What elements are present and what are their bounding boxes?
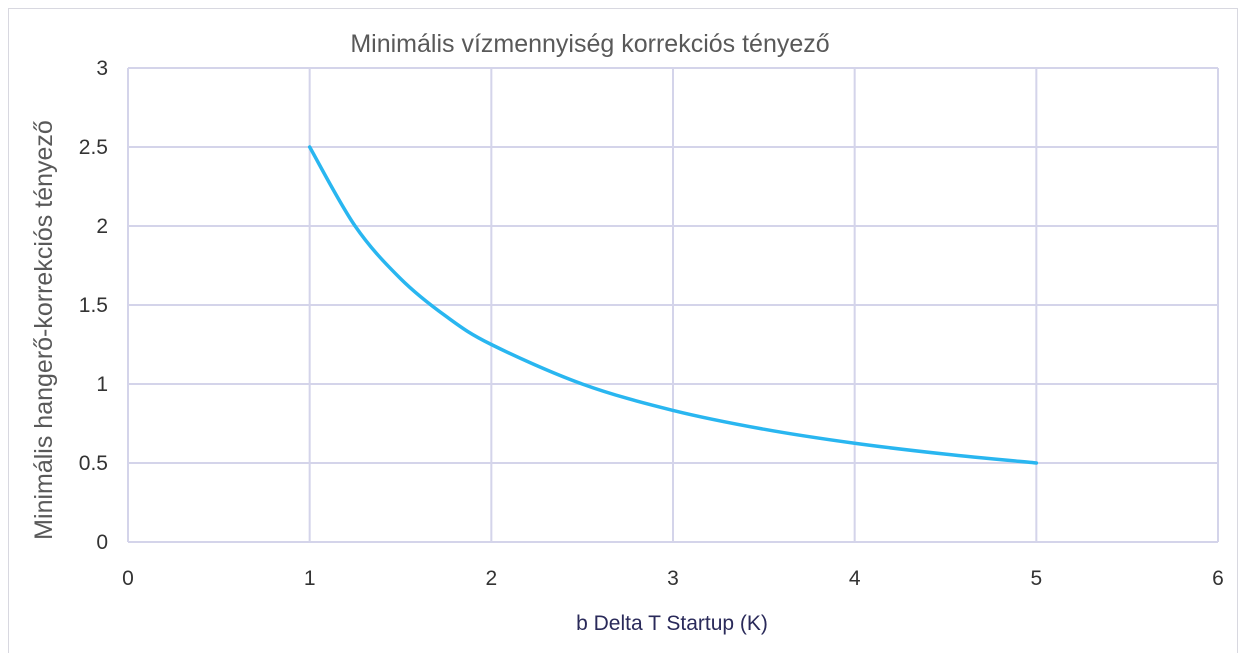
x-tick-label-5: 5 bbox=[1030, 567, 1042, 590]
y-tick-label-0: 0 bbox=[96, 531, 108, 554]
y-axis-label: Minimális hangerő-korrekciós tényező bbox=[30, 120, 58, 540]
axis-layer bbox=[127, 68, 1218, 543]
y-tick-label-2: 1 bbox=[96, 373, 108, 396]
x-axis-label: b Delta T Startup (K) bbox=[576, 612, 768, 635]
y-tick-label-6: 3 bbox=[96, 57, 108, 80]
x-tick-label-1: 1 bbox=[304, 567, 316, 590]
grid-layer bbox=[128, 67, 1219, 542]
x-tick-label-0: 0 bbox=[122, 567, 134, 590]
chart-title: Minimális vízmennyiség korrekciós tényez… bbox=[350, 30, 829, 58]
x-tick-label-4: 4 bbox=[849, 567, 861, 590]
series-line-0 bbox=[307, 145, 1039, 465]
tick-layer: 0 0.5 1 1.5 2 2.5 3 0 1 2 3 4 5 6 bbox=[79, 57, 1224, 590]
series-layer bbox=[307, 145, 1039, 465]
x-tick-label-6: 6 bbox=[1212, 567, 1224, 590]
y-tick-label-3: 1.5 bbox=[79, 294, 108, 317]
y-tick-label-4: 2 bbox=[96, 215, 108, 238]
y-tick-label-5: 2.5 bbox=[79, 136, 108, 159]
y-tick-label-1: 0.5 bbox=[79, 452, 108, 475]
chart-frame bbox=[8, 8, 1238, 653]
x-tick-label-2: 2 bbox=[485, 567, 497, 590]
x-tick-label-3: 3 bbox=[667, 567, 679, 590]
